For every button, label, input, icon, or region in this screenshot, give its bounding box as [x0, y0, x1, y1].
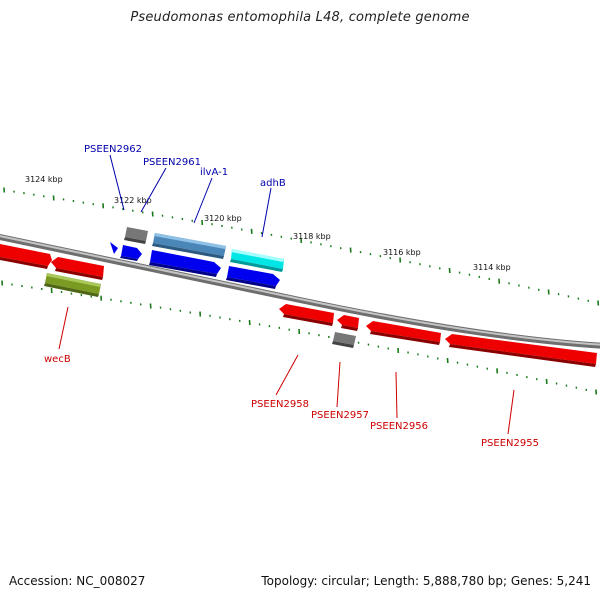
scale-label-3120: 3120 kbp [204, 214, 242, 223]
scale-ticks-upper [3, 187, 600, 306]
leader-ilva-1 [193, 177, 213, 224]
genome-summary-text: Topology: circular; Length: 5,888,780 bp… [261, 574, 591, 588]
label-pseen2955[interactable]: PSEEN2955 [481, 438, 539, 449]
leader-pseen2961 [140, 167, 167, 213]
label-pseen2958[interactable]: PSEEN2958 [251, 399, 309, 410]
scale-label-3116: 3116 kbp [383, 248, 421, 257]
gene-pseen2957[interactable] [332, 332, 356, 348]
gene-pseen2962-gray[interactable] [124, 227, 148, 244]
leader-pseen2955 [507, 389, 515, 435]
leader-pseen2958 [275, 354, 299, 396]
label-pseen2961[interactable]: PSEEN2961 [143, 157, 201, 168]
leader-pseen2962 [109, 154, 125, 211]
gene-pseen2956[interactable] [366, 321, 441, 345]
scale-label-3118: 3118 kbp [293, 232, 331, 241]
gene-pseen2961[interactable] [120, 245, 142, 261]
leader-pseen2956 [395, 371, 398, 419]
gene-pseen2957-red[interactable] [337, 315, 359, 331]
gene-pseen2962-arrow[interactable] [110, 242, 118, 254]
label-wecb[interactable]: wecB [44, 354, 71, 365]
leader-wecb [58, 306, 69, 350]
leader-pseen2957 [336, 361, 341, 408]
label-pseen2962[interactable]: PSEEN2962 [84, 144, 142, 155]
scale-label-3114: 3114 kbp [473, 263, 511, 272]
gene-wecb[interactable] [44, 273, 101, 297]
accession-text: Accession: NC_008027 [9, 574, 146, 588]
gene-ilva-1[interactable] [149, 250, 221, 277]
label-adhb[interactable]: adhB [260, 178, 286, 189]
gene-red-left-1[interactable] [0, 243, 52, 269]
label-ilva-1[interactable]: ilvA-1 [200, 167, 228, 178]
gene-adhb-cyan[interactable] [230, 249, 284, 272]
gene-pseen2955[interactable] [445, 334, 597, 367]
label-pseen2956[interactable]: PSEEN2956 [370, 421, 428, 432]
gene-adhb[interactable] [226, 266, 280, 289]
gene-ilva-1-steel[interactable] [152, 233, 226, 259]
gene-pseen2958[interactable] [279, 304, 334, 326]
label-pseen2957[interactable]: PSEEN2957 [311, 410, 369, 421]
genome-backbone-highlight [0, 235, 600, 346]
scale-label-3122: 3122 kbp [114, 196, 152, 205]
map-title: Pseudomonas entomophila L48, complete ge… [130, 10, 470, 25]
scale-label-3124: 3124 kbp [25, 175, 63, 184]
gene-red-left-2[interactable] [51, 257, 104, 280]
leader-adhb [261, 187, 272, 238]
scale-ticks-lower [1, 280, 598, 395]
